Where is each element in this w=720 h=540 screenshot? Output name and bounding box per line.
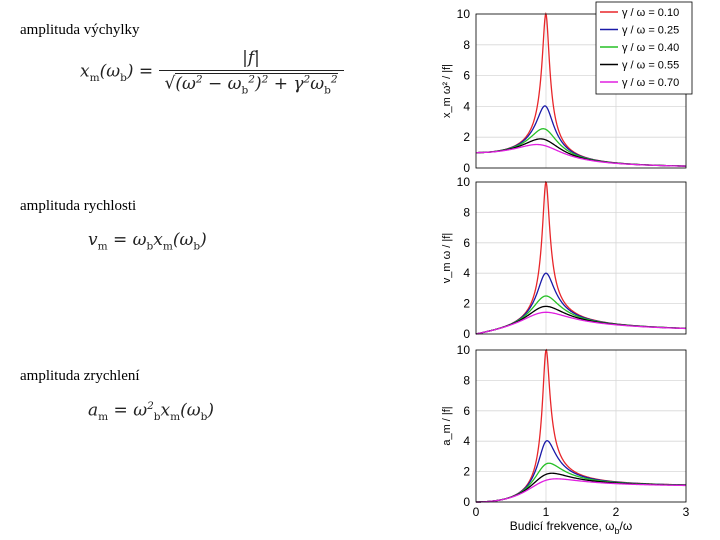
- formula1-den-b-sub: b: [241, 84, 249, 97]
- formula2-arg-sub: b: [193, 240, 201, 253]
- formula3-w-sub: b: [153, 411, 161, 424]
- chart-panel-2: 0 2 4 6 8 10 v_m ω / |f|: [441, 175, 687, 341]
- legend-label: γ / ω = 0.10: [622, 7, 679, 19]
- formula3-w-sup: 2: [147, 400, 154, 412]
- y-tick-label: 8: [463, 205, 470, 219]
- y-tick-label: 0: [463, 327, 470, 341]
- formula-velocity: vm = ωbxm(ωb): [88, 230, 207, 252]
- y-tick-label: 6: [463, 404, 470, 418]
- plot-frame: [475, 181, 687, 335]
- y-tick-label: 10: [457, 343, 471, 357]
- x-tick-label: 1: [543, 505, 550, 519]
- formula3-a-sub: m: [98, 411, 109, 424]
- formula1-arg-close: ) =: [126, 61, 154, 82]
- y-tick-label: 8: [463, 373, 470, 387]
- series-line-3: [476, 462, 687, 503]
- y-tick-label: 6: [463, 236, 470, 250]
- formula1-numerator: |f|: [158, 48, 344, 71]
- y-tick-label: 8: [463, 38, 470, 52]
- legend-box: [595, 1, 693, 95]
- y-tick-label: 4: [463, 99, 470, 113]
- formula1-arg-sub: b: [120, 71, 127, 84]
- x-tick-label: 3: [683, 505, 690, 519]
- formula3-arg: (ω: [180, 400, 201, 421]
- series-line-5: [475, 311, 687, 335]
- legend-label: γ / ω = 0.25: [622, 25, 679, 37]
- formula2-arg: (ω: [172, 230, 194, 250]
- legend-label: γ / ω = 0.70: [622, 77, 679, 89]
- formula3-x: x: [160, 400, 171, 421]
- formula1-arg: (ω: [99, 61, 121, 82]
- y-axis-label: a_m / |f|: [441, 406, 453, 445]
- legend-label: γ / ω = 0.40: [622, 42, 679, 54]
- plot-frame: [475, 349, 687, 503]
- formula1-lhs-sub: m: [89, 71, 100, 84]
- formula1-den-e-sup: 2: [330, 73, 338, 85]
- sqrt-sign-icon: √: [164, 73, 176, 94]
- series-line-1: [475, 180, 687, 335]
- formula2-v: v: [88, 230, 98, 250]
- x-tick-label: 0: [473, 505, 480, 519]
- formula2-w-sub: b: [146, 240, 154, 253]
- formula1-den-d-sup: 2: [303, 73, 311, 85]
- formula2-eq: = ω: [107, 230, 147, 250]
- series-line-3: [475, 295, 687, 335]
- y-tick-label: 2: [463, 297, 470, 311]
- y-tick-label: 0: [463, 495, 470, 509]
- y-tick-label: 0: [463, 161, 470, 175]
- series-line-3: [476, 128, 687, 167]
- x-axis-label: Budicí frekvence, ωb/ω: [510, 519, 632, 536]
- y-tick-label: 2: [463, 465, 470, 479]
- y-tick-label: 4: [463, 266, 470, 280]
- formula1-den-c: ): [254, 73, 262, 94]
- formula1-fraction: |f| √(ω2 − ωb2)2 + γ2ωb2: [158, 48, 344, 96]
- legend-label: γ / ω = 0.55: [622, 60, 679, 72]
- formula1-lhs: x: [80, 61, 90, 82]
- formula1-den-e-sub: b: [324, 84, 331, 97]
- y-tick-label: 10: [457, 7, 471, 21]
- formula1-den-b-sup: 2: [248, 73, 255, 85]
- formula2-x-sub: m: [162, 240, 173, 253]
- y-tick-label: 4: [463, 434, 470, 448]
- formula1-den-d: + γ: [268, 73, 304, 94]
- series-line-4: [476, 138, 687, 167]
- formula2-arg-close: ): [200, 230, 207, 250]
- formula1-denominator: √(ω2 − ωb2)2 + γ2ωb2: [165, 71, 338, 96]
- y-axis-label: v_m ω / |f|: [441, 233, 453, 283]
- y-tick-label: 6: [463, 69, 470, 83]
- formula3-x-sub: m: [170, 411, 181, 424]
- formula3-a: a: [88, 400, 99, 421]
- formula1-den-c-sup: 2: [261, 73, 269, 85]
- y-tick-label: 2: [463, 130, 470, 144]
- formula1-den-a: (ω: [175, 73, 196, 94]
- caption-displacement-amplitude: amplituda výchylky: [20, 22, 140, 38]
- formula2-v-sub: m: [97, 240, 108, 253]
- formula-displacement: xm(ωb) = |f| √(ω2 − ωb2)2 + γ2ωb2: [80, 48, 344, 96]
- formula3-arg-close: ): [207, 400, 214, 421]
- formula3-eq: = ω: [108, 400, 148, 421]
- caption-velocity-amplitude: amplituda rychlosti: [20, 198, 137, 214]
- series-line-5: [476, 143, 687, 167]
- x-tick-label: 2: [613, 505, 620, 519]
- y-tick-label: 10: [457, 175, 471, 189]
- formula1-den-a-sup: 2: [195, 73, 203, 85]
- formula2-x: x: [153, 230, 163, 250]
- caption-acceleration-amplitude: amplituda zrychlení: [20, 368, 140, 384]
- formula3-arg-sub: b: [200, 411, 208, 424]
- formula1-den-e: ω: [310, 73, 325, 94]
- legend: γ / ω = 0.10 γ / ω = 0.25 γ / ω = 0.40 γ / …: [595, 1, 693, 95]
- y-axis-label: x_m ω² / |f|: [441, 64, 453, 118]
- formula1-den-b: − ω: [202, 73, 242, 94]
- formula-acceleration: am = ω2bxm(ωb): [88, 400, 214, 423]
- chart-panel-3: 0 2 4 6 8 10 0 1 2 3 a_m / |f| Budicí frekvence, ωb…: [441, 343, 690, 536]
- series-line-5: [476, 478, 687, 503]
